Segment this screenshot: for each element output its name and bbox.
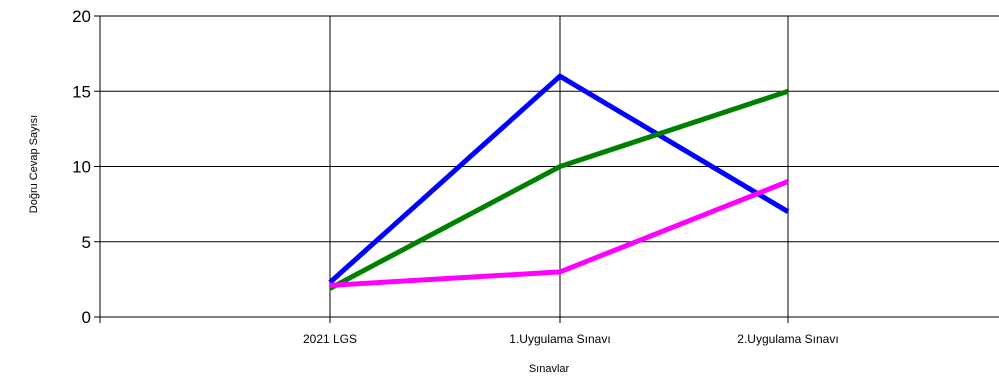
x-axis-label: Sınavlar — [529, 363, 570, 375]
series-line-2 — [328, 88, 789, 291]
y-tick-label: 5 — [82, 233, 91, 252]
y-axis-ticks: 0 5 10 15 20 — [72, 7, 100, 327]
series-line-3 — [329, 179, 789, 288]
y-tick-label: 0 — [82, 308, 91, 327]
x-tick-label: 2021 LGS — [303, 332, 357, 346]
y-axis-label: Doğru Cevap Sayısı — [28, 115, 40, 213]
series-line-1 — [328, 73, 790, 285]
x-axis-ticks: 2021 LGS 1.Uygulama Sınavı 2.Uygulama Sına… — [303, 317, 839, 346]
x-tick-label: 1.Uygulama Sınavı — [509, 332, 610, 346]
y-tick-label: 10 — [72, 158, 91, 177]
y-tick-label: 20 — [72, 7, 91, 26]
x-tick-label: 2.Uygulama Sınavı — [737, 332, 838, 346]
y-tick-label: 15 — [72, 82, 91, 101]
series-lines — [328, 73, 790, 291]
